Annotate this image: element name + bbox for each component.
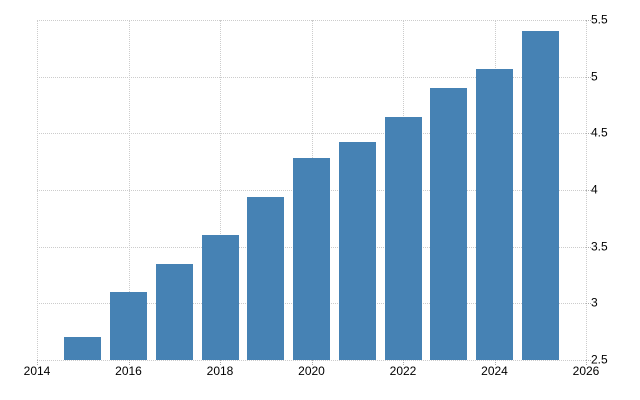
plot-area: [37, 20, 587, 361]
bar-2022: [384, 117, 422, 360]
x-axis-tick-label: 2020: [298, 364, 325, 378]
x-axis-tick-label: 2026: [572, 364, 600, 378]
x-tick-mark: [128, 360, 130, 365]
bar-2020: [293, 158, 330, 360]
x-axis-tick-label: 2022: [389, 364, 417, 378]
y-tick-mark: [586, 190, 591, 191]
x-gridline: [220, 20, 221, 360]
x-axis-tick-label: 2014: [23, 364, 51, 378]
x-axis-tick-label: 2024: [481, 364, 508, 378]
y-axis-tick-label: 4.5: [591, 125, 608, 140]
bar-2018: [201, 235, 239, 360]
x-tick-mark: [220, 360, 221, 365]
y-axis-tick-label: 3.5: [591, 239, 608, 254]
y-tick-mark: [586, 303, 591, 305]
y-axis-tick-label: 5: [591, 69, 598, 84]
x-gridline: [128, 20, 130, 360]
x-axis-tick-label: 2016: [115, 364, 142, 378]
x-tick-mark: [494, 360, 496, 365]
y-axis-tick-label: 5.5: [591, 12, 608, 27]
x-gridline: [37, 20, 38, 360]
y-tick-mark: [586, 360, 591, 361]
bar-2019: [247, 196, 285, 360]
x-tick-mark: [403, 360, 404, 365]
x-axis-tick-label: 2018: [206, 364, 234, 378]
bar-2016: [110, 292, 147, 360]
bar-2021: [338, 142, 376, 360]
y-tick-mark: [586, 133, 591, 135]
y-tick-mark: [586, 246, 591, 248]
y-axis-tick-label: 4: [591, 182, 598, 197]
bar-2017: [155, 263, 193, 360]
y-tick-mark: [586, 20, 591, 21]
bar-2015: [64, 337, 102, 360]
bar-2024: [476, 68, 513, 360]
y-axis-tick-label: 2.5: [591, 352, 608, 367]
x-tick-mark: [311, 360, 313, 365]
bar-2025: [521, 31, 559, 360]
y-tick-mark: [586, 76, 591, 78]
x-tick-mark: [586, 360, 587, 365]
x-tick-mark: [37, 360, 38, 365]
y-axis-tick-label: 3: [591, 295, 598, 310]
bar-2023: [430, 88, 468, 360]
